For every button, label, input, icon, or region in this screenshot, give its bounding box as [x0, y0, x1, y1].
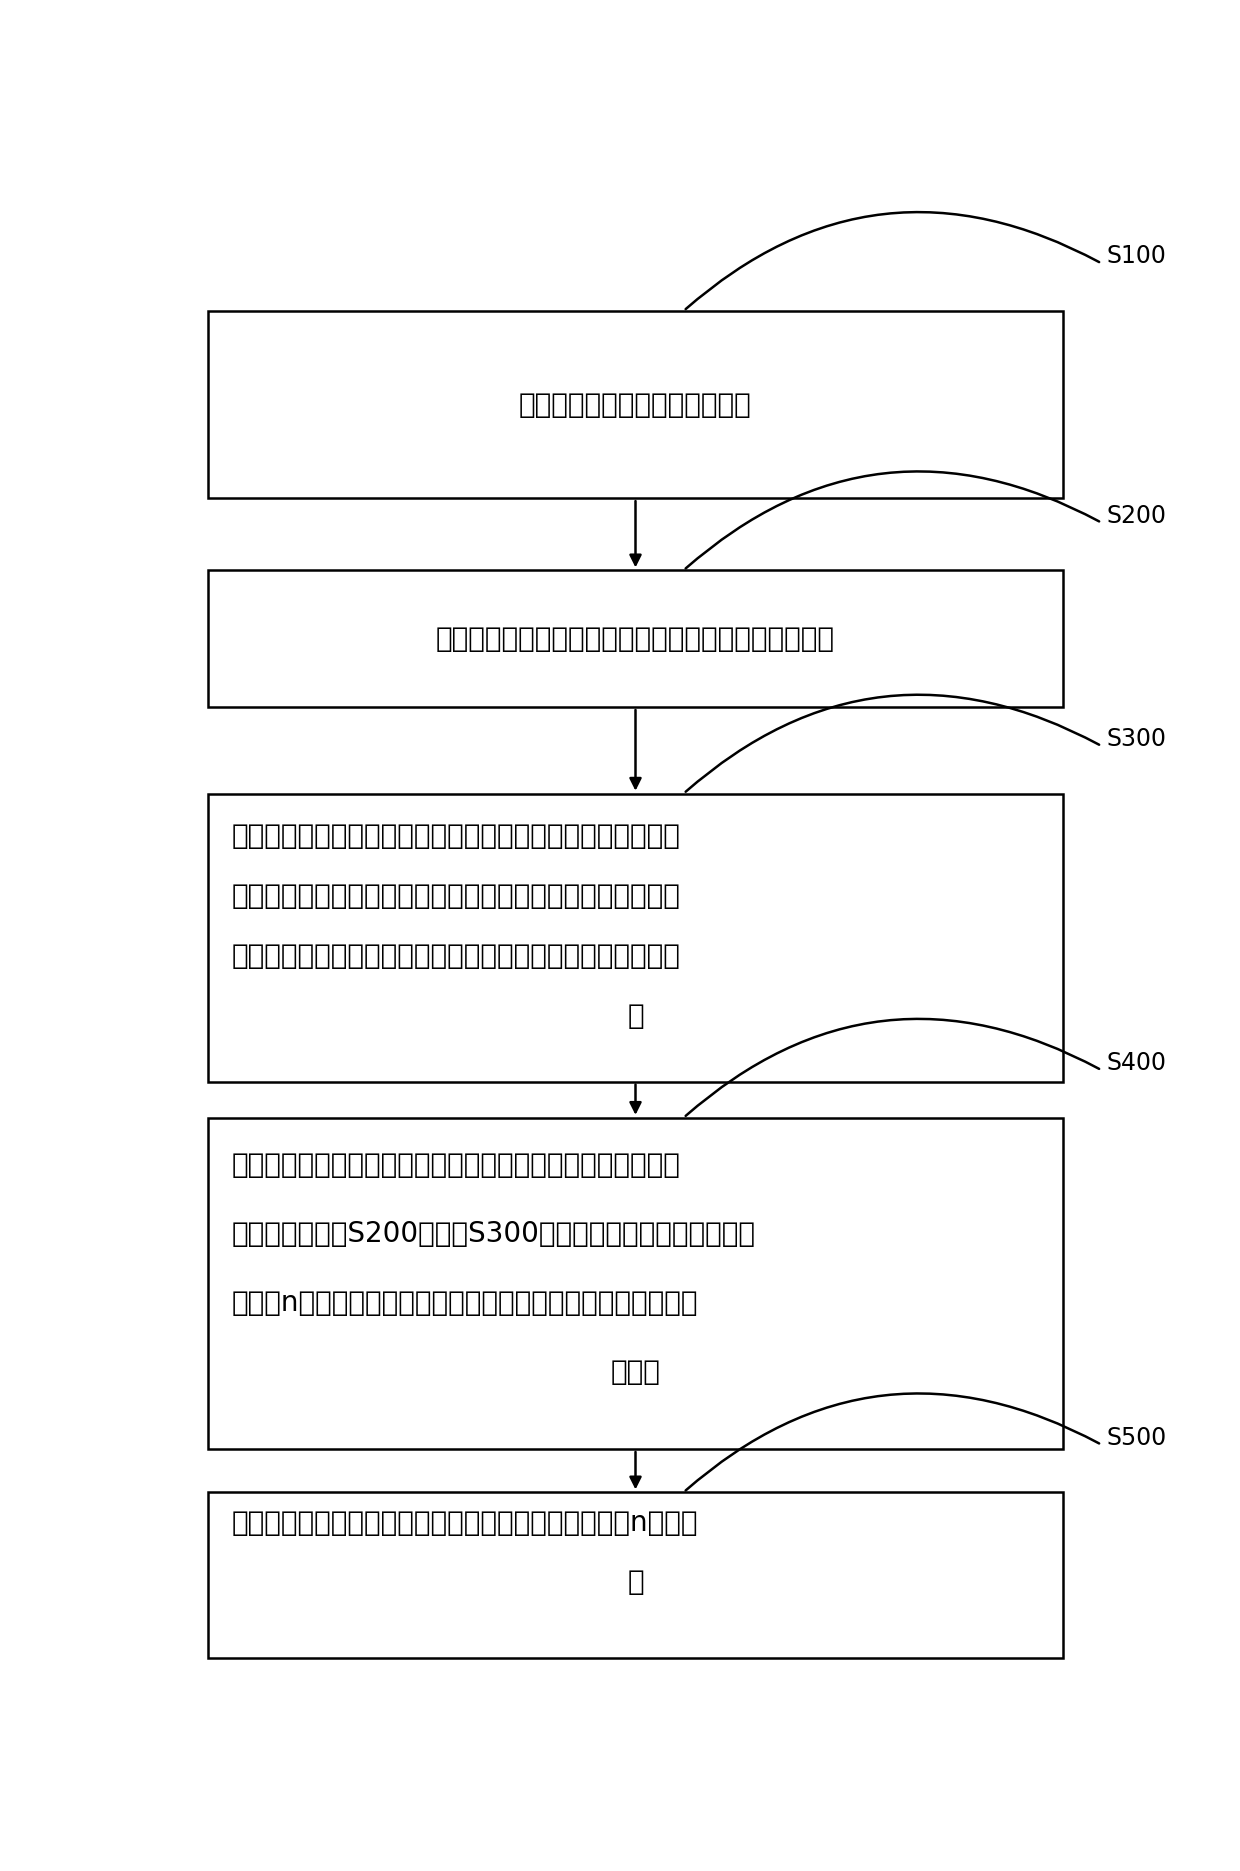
- Text: S300: S300: [1106, 726, 1167, 750]
- Text: 位为止: 位为止: [610, 1358, 661, 1386]
- Text: 位: 位: [627, 1003, 644, 1031]
- Bar: [208, 793, 1063, 1081]
- Text: 当所述负极参考电位小于所述阈值电位时，调整所述第一加热: 当所述负极参考电位小于所述阈值电位时，调整所述第一加热: [232, 1151, 681, 1179]
- Text: 提供内置参比电极的锂离子电池: 提供内置参比电极的锂离子电池: [520, 391, 751, 419]
- Text: 参数，重复步骤S200至步骤S300，直至将所述第一加热参数调: 参数，重复步骤S200至步骤S300，直至将所述第一加热参数调: [232, 1220, 756, 1248]
- Text: 当所述负极参考电位大于所述阈值电位时，记录所述第n加热参: 当所述负极参考电位大于所述阈值电位时，记录所述第n加热参: [232, 1508, 698, 1536]
- Text: S100: S100: [1106, 245, 1167, 268]
- Text: 对所述锂离子电池进行第一加热参数下的正负脉冲加热: 对所述锂离子电池进行第一加热参数下的正负脉冲加热: [436, 625, 835, 653]
- Text: 参比电极的电压差，并判断所述负极参考电位是否小于阈值电: 参比电极的电压差，并判断所述负极参考电位是否小于阈值电: [232, 943, 681, 971]
- Text: S400: S400: [1106, 1052, 1167, 1076]
- Text: S500: S500: [1106, 1426, 1167, 1450]
- Bar: [208, 311, 1063, 498]
- Bar: [208, 1493, 1063, 1658]
- Bar: [208, 1117, 1063, 1450]
- Text: 考电位，所述负极参考电位为所述锂离子电池的负极相对所述: 考电位，所述负极参考电位为所述锂离子电池的负极相对所述: [232, 883, 681, 911]
- Bar: [208, 571, 1063, 707]
- Text: 整为第n加热参数时，所述负极参考电位大于或等于所述阈值电: 整为第n加热参数时，所述负极参考电位大于或等于所述阈值电: [232, 1289, 698, 1317]
- Text: S200: S200: [1106, 503, 1167, 528]
- Text: 数: 数: [627, 1568, 644, 1596]
- Text: 所述正负脉冲加热过程中，实时获取所述锂离子电池的负极参: 所述正负脉冲加热过程中，实时获取所述锂离子电池的负极参: [232, 823, 681, 851]
